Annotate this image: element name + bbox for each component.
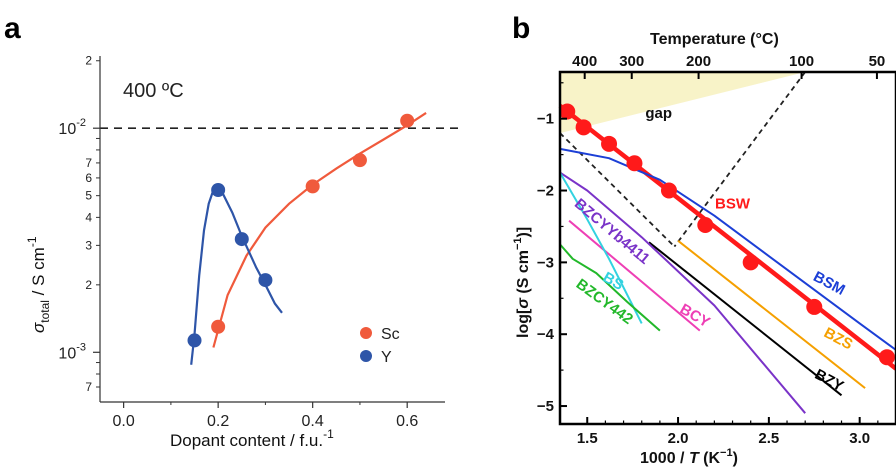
data-point-bsw xyxy=(878,349,895,366)
y-tick-label: 10-2 xyxy=(58,117,86,138)
series-line-bzy xyxy=(648,241,843,397)
data-point-sc xyxy=(305,179,320,194)
series-line-bcy xyxy=(568,219,701,332)
data-point-bsw xyxy=(697,217,714,234)
data-point-y xyxy=(211,182,226,197)
legend-label-sc: Sc xyxy=(381,326,400,343)
fit-curve-sc xyxy=(212,111,427,348)
panel-b-gap-region: gap xyxy=(559,71,806,248)
x-tick-label: 0.0 xyxy=(113,413,135,430)
panel-a-letter: a xyxy=(4,12,21,45)
series-label-bsw: BSW xyxy=(715,195,751,212)
data-point-y xyxy=(234,232,249,247)
y-tick-label: −2 xyxy=(537,183,554,200)
y-minor-tick-label: 7 xyxy=(85,156,92,170)
data-point-bsw xyxy=(559,103,576,120)
y-minor-tick-label: 6 xyxy=(85,171,92,185)
y-minor-tick-label: 3 xyxy=(85,238,92,252)
panel-a-y-axis-label: σtotal / S cm-1 xyxy=(25,236,52,333)
y-tick-label: 10-3 xyxy=(58,341,86,362)
series-line-bsw xyxy=(558,104,896,371)
y-minor-tick-label: 2 xyxy=(85,278,92,292)
data-point-sc xyxy=(352,153,367,168)
data-point-sc xyxy=(211,319,226,334)
y-minor-tick-label: 7 xyxy=(85,380,92,394)
temperature-annotation: 400 ºC xyxy=(123,80,184,102)
gap-label: gap xyxy=(645,105,672,122)
data-point-bsw xyxy=(601,135,618,152)
gap-shaded-area xyxy=(560,72,806,134)
panel-a-x-axis-label: Dopant content / f.u.-1 xyxy=(170,427,334,450)
panel-b-frame xyxy=(558,70,896,426)
panel-b-axes xyxy=(558,70,896,426)
series-line-bzcy442 xyxy=(559,243,661,332)
y-minor-tick-label: 2 xyxy=(85,54,92,68)
series-line-bsm xyxy=(559,147,896,351)
y-tick-label: −1 xyxy=(537,111,554,128)
y-tick-label: −3 xyxy=(537,254,554,271)
series-label-bzs: BZS xyxy=(821,324,855,353)
y-tick-label: −4 xyxy=(537,326,555,343)
panel-a-data-points xyxy=(187,113,415,348)
panel-b: b gap 1.5 2.0 2.5 3.0 −5 −4 −3 −2 −1 400 300 200 100… xyxy=(512,12,896,467)
data-point-bsw xyxy=(742,254,759,271)
legend-marker-y xyxy=(360,350,372,362)
series-line-bs xyxy=(559,172,643,324)
panel-b-data-points xyxy=(559,103,895,366)
panel-b-x-axis-label: 1000 / T (K−1) xyxy=(640,447,738,467)
legend-label-y: Y xyxy=(381,349,392,366)
panel-b-top-axis-label: Temperature (°C) xyxy=(650,31,779,48)
panel-b-y-axis-label: log[σ (S cm−1)] xyxy=(512,227,532,338)
data-point-y xyxy=(258,273,273,288)
y-minor-tick-label: 5 xyxy=(85,189,92,203)
x-tick-label: 3.0 xyxy=(849,430,870,447)
data-point-bsw xyxy=(626,155,643,172)
top-tick-label: 400 xyxy=(572,53,597,70)
top-tick-label: 300 xyxy=(619,53,644,70)
y-minor-tick-label: 4 xyxy=(85,210,92,224)
x-tick-label: 2.5 xyxy=(758,430,779,447)
x-tick-label: 1.5 xyxy=(577,430,598,447)
top-tick-label: 50 xyxy=(869,53,886,70)
x-tick-label: 0.6 xyxy=(396,413,418,430)
x-tick-label: 0.4 xyxy=(302,413,324,430)
gap-boundary-line xyxy=(673,71,806,248)
y-tick-label: −5 xyxy=(537,398,554,415)
panel-a-legend: Sc Y xyxy=(360,326,400,366)
top-tick-label: 100 xyxy=(789,53,814,70)
series-line-bzs xyxy=(677,240,866,389)
legend-marker-sc xyxy=(360,327,372,339)
data-point-y xyxy=(187,333,202,348)
panel-b-series-lines xyxy=(558,104,896,414)
top-tick-label: 200 xyxy=(686,53,711,70)
panel-b-tick-labels: 1.5 2.0 2.5 3.0 −5 −4 −3 −2 −1 400 300 200 100 50 xyxy=(537,53,885,447)
data-point-bsw xyxy=(660,182,677,199)
series-label-bsm: BSM xyxy=(810,268,847,299)
x-tick-label: 0.2 xyxy=(207,413,229,430)
x-tick-label: 2.0 xyxy=(668,430,689,447)
panel-b-letter: b xyxy=(512,12,530,45)
panel-a-axes xyxy=(93,56,445,408)
data-point-sc xyxy=(400,113,415,128)
data-point-bsw xyxy=(806,298,823,315)
series-line-bzcyyb4411 xyxy=(559,171,806,414)
data-point-bsw xyxy=(575,119,592,136)
